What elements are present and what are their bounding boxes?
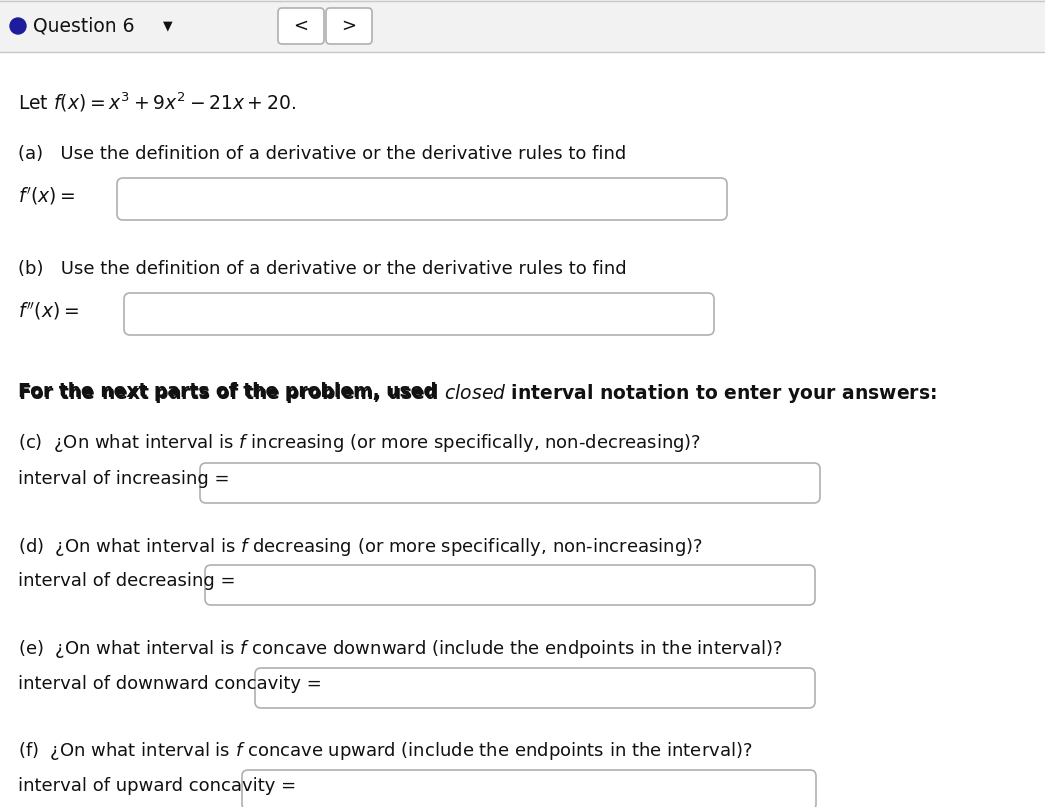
FancyBboxPatch shape: [326, 8, 372, 44]
Text: ▼: ▼: [163, 19, 172, 32]
FancyBboxPatch shape: [242, 770, 816, 807]
Text: For the next parts of the problem, used $\mathbf{\mathit{closed}}$ interval nota: For the next parts of the problem, used …: [18, 382, 936, 405]
Text: (a)   Use the definition of a derivative or the derivative rules to find: (a) Use the definition of a derivative o…: [18, 145, 626, 163]
Text: (e)  ¿On what interval is $f$ concave downward (include the endpoints in the int: (e) ¿On what interval is $f$ concave dow…: [18, 638, 783, 660]
Text: interval of increasing =: interval of increasing =: [18, 470, 230, 488]
FancyBboxPatch shape: [0, 0, 1045, 52]
FancyBboxPatch shape: [117, 178, 727, 220]
Text: For the next parts of the problem, used: For the next parts of the problem, used: [18, 382, 443, 401]
Text: interval of downward concavity =: interval of downward concavity =: [18, 675, 322, 693]
FancyBboxPatch shape: [278, 8, 324, 44]
Text: (d)  ¿On what interval is $f$ decreasing (or more specifically, non-increasing)?: (d) ¿On what interval is $f$ decreasing …: [18, 536, 702, 558]
FancyBboxPatch shape: [200, 463, 820, 503]
Text: <: <: [294, 17, 308, 35]
Text: >: >: [342, 17, 356, 35]
Circle shape: [10, 18, 26, 34]
Text: Let $f(x) = x^3 + 9x^2 - 21x + 20.$: Let $f(x) = x^3 + 9x^2 - 21x + 20.$: [18, 90, 296, 114]
FancyBboxPatch shape: [255, 668, 815, 708]
Text: interval of upward concavity =: interval of upward concavity =: [18, 777, 296, 795]
Text: interval of decreasing =: interval of decreasing =: [18, 572, 235, 590]
Text: (b)   Use the definition of a derivative or the derivative rules to find: (b) Use the definition of a derivative o…: [18, 260, 627, 278]
Text: Question 6: Question 6: [33, 16, 135, 36]
Text: $f''(x) =$: $f''(x) =$: [18, 300, 79, 322]
FancyBboxPatch shape: [205, 565, 815, 605]
Text: (c)  ¿On what interval is $f$ increasing (or more specifically, non-decreasing)?: (c) ¿On what interval is $f$ increasing …: [18, 432, 701, 454]
FancyBboxPatch shape: [124, 293, 714, 335]
Text: $f'(x) =$: $f'(x) =$: [18, 185, 75, 207]
Text: (f)  ¿On what interval is $f$ concave upward (include the endpoints in the inter: (f) ¿On what interval is $f$ concave upw…: [18, 740, 752, 762]
